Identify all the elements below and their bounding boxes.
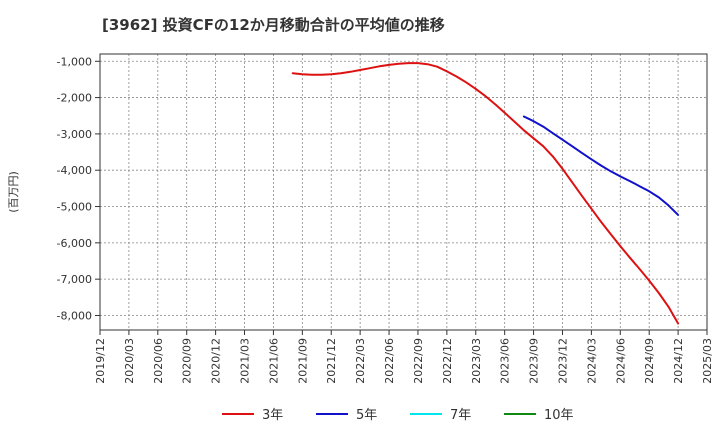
legend-label: 5年 xyxy=(356,408,377,423)
legend: 3年 5年 7年 10年 xyxy=(222,408,574,423)
legend-label: 3年 xyxy=(262,408,283,423)
y-axis-label: (百万円) xyxy=(7,171,20,213)
x-tick-label: 2023/06 xyxy=(499,338,512,384)
x-tick-label: 2019/12 xyxy=(94,338,107,384)
x-tick-label: 2023/12 xyxy=(556,338,569,384)
plot-frame xyxy=(99,53,708,331)
x-tick-label: 2023/09 xyxy=(528,338,541,384)
x-tick-label: 2021/03 xyxy=(239,338,252,384)
legend-label: 7年 xyxy=(450,408,471,423)
chart-title: [3962] 投資CFの12か月移動合計の平均値の推移 xyxy=(102,16,445,34)
y-tick-label: -2,000 xyxy=(57,92,92,105)
x-tick-label: 2024/12 xyxy=(672,338,685,384)
x-tick-label: 2022/03 xyxy=(354,338,367,384)
x-tick-label: 2025/03 xyxy=(701,338,714,384)
y-tick-label: -5,000 xyxy=(57,201,92,214)
y-tick-label: -3,000 xyxy=(57,128,92,141)
x-tick-label: 2020/09 xyxy=(181,338,194,384)
x-tick-label: 2020/03 xyxy=(123,338,136,384)
x-tick-label: 2024/03 xyxy=(585,338,598,384)
y-tick-label: -7,000 xyxy=(57,273,92,286)
legend-label: 10年 xyxy=(544,408,574,423)
x-axis: 2019/12 2020/03 2020/06 2020/09 2020/12 2021/… xyxy=(94,330,714,384)
x-tick-label: 2022/12 xyxy=(441,338,454,384)
x-tick-label: 2021/06 xyxy=(267,338,280,384)
x-tick-label: 2023/03 xyxy=(470,338,483,384)
x-tick-label: 2021/12 xyxy=(325,338,338,384)
x-tick-label: 2020/12 xyxy=(210,338,223,384)
grid xyxy=(99,54,708,330)
y-tick-label: -4,000 xyxy=(57,164,92,177)
x-tick-label: 2022/06 xyxy=(383,338,396,384)
y-tick-label: -8,000 xyxy=(57,309,92,322)
x-tick-label: 2022/09 xyxy=(412,338,425,384)
x-tick-label: 2020/06 xyxy=(152,338,165,384)
x-tick-label: 2024/09 xyxy=(643,338,656,384)
y-tick-label: -1,000 xyxy=(57,55,92,68)
series-lines xyxy=(291,62,680,325)
y-tick-label: -6,000 xyxy=(57,237,92,250)
y-axis: -1,000 -2,000 -3,000 -4,000 -5,000 -6,000 -7,0… xyxy=(57,55,100,322)
x-tick-label: 2024/06 xyxy=(614,338,627,384)
x-tick-label: 2021/09 xyxy=(296,338,309,384)
series-line xyxy=(522,115,680,216)
series-line xyxy=(291,62,680,325)
